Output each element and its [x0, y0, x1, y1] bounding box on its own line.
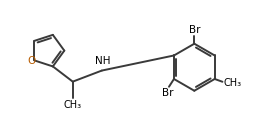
Text: Br: Br: [162, 88, 173, 98]
Text: Br: Br: [188, 25, 200, 35]
Text: O: O: [28, 57, 36, 66]
Text: CH₃: CH₃: [224, 78, 242, 88]
Text: NH: NH: [95, 56, 111, 66]
Text: CH₃: CH₃: [64, 100, 82, 110]
